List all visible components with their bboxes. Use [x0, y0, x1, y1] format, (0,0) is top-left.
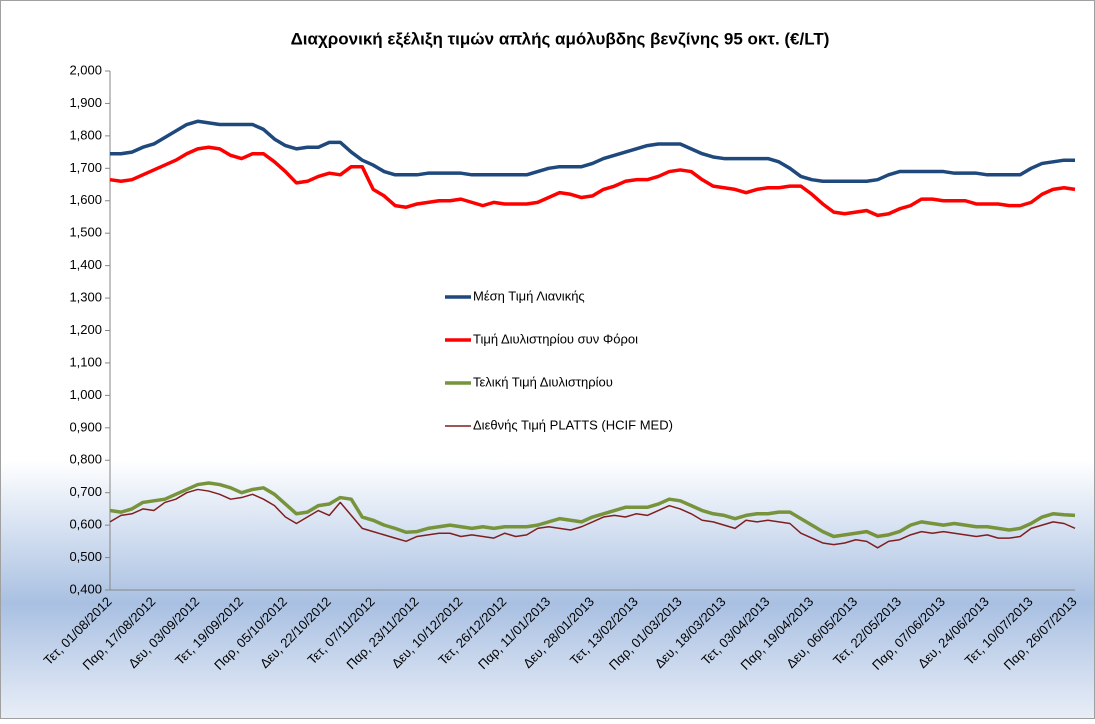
y-tick-label: 0,600 [69, 517, 102, 532]
series-line [109, 488, 1076, 549]
y-tick-label: 0,900 [69, 419, 102, 434]
y-tick-label: 1,400 [69, 257, 102, 272]
y-tick-label: 1,700 [69, 160, 102, 175]
y-tick-label: 1,200 [69, 322, 102, 337]
y-tick-label: 1,900 [69, 95, 102, 110]
legend-label: Διεθνής Τιμή PLATTS (HCIF MED) [473, 417, 673, 432]
y-tick-label: 0,700 [69, 484, 102, 499]
legend-label: Τελική Τιμή Διυλιστηρίου [473, 374, 613, 389]
y-tick-label: 1,500 [69, 225, 102, 240]
legend-label: Μέση Τιμή Λιανικής [473, 288, 585, 303]
y-tick-label: 2,000 [69, 62, 102, 77]
chart-title: Διαχρονική εξέλιξη τιμών απλής αμόλυβδης… [291, 29, 830, 48]
series-line [110, 119, 1075, 184]
series-line [109, 481, 1076, 539]
y-tick-label: 0,400 [69, 581, 102, 596]
y-tick-label: 0,800 [69, 452, 102, 467]
y-tick-label: 0,500 [69, 549, 102, 564]
y-tick-label: 1,600 [69, 192, 102, 207]
y-tick-label: 1,100 [69, 354, 102, 369]
y-tick-label: 1,000 [69, 387, 102, 402]
legend-label: Τιμή Διυλιστηρίου συν Φόροι [473, 331, 638, 346]
y-tick-label: 1,300 [69, 290, 102, 305]
y-tick-label: 1,800 [69, 127, 102, 142]
series-line [109, 145, 1076, 218]
